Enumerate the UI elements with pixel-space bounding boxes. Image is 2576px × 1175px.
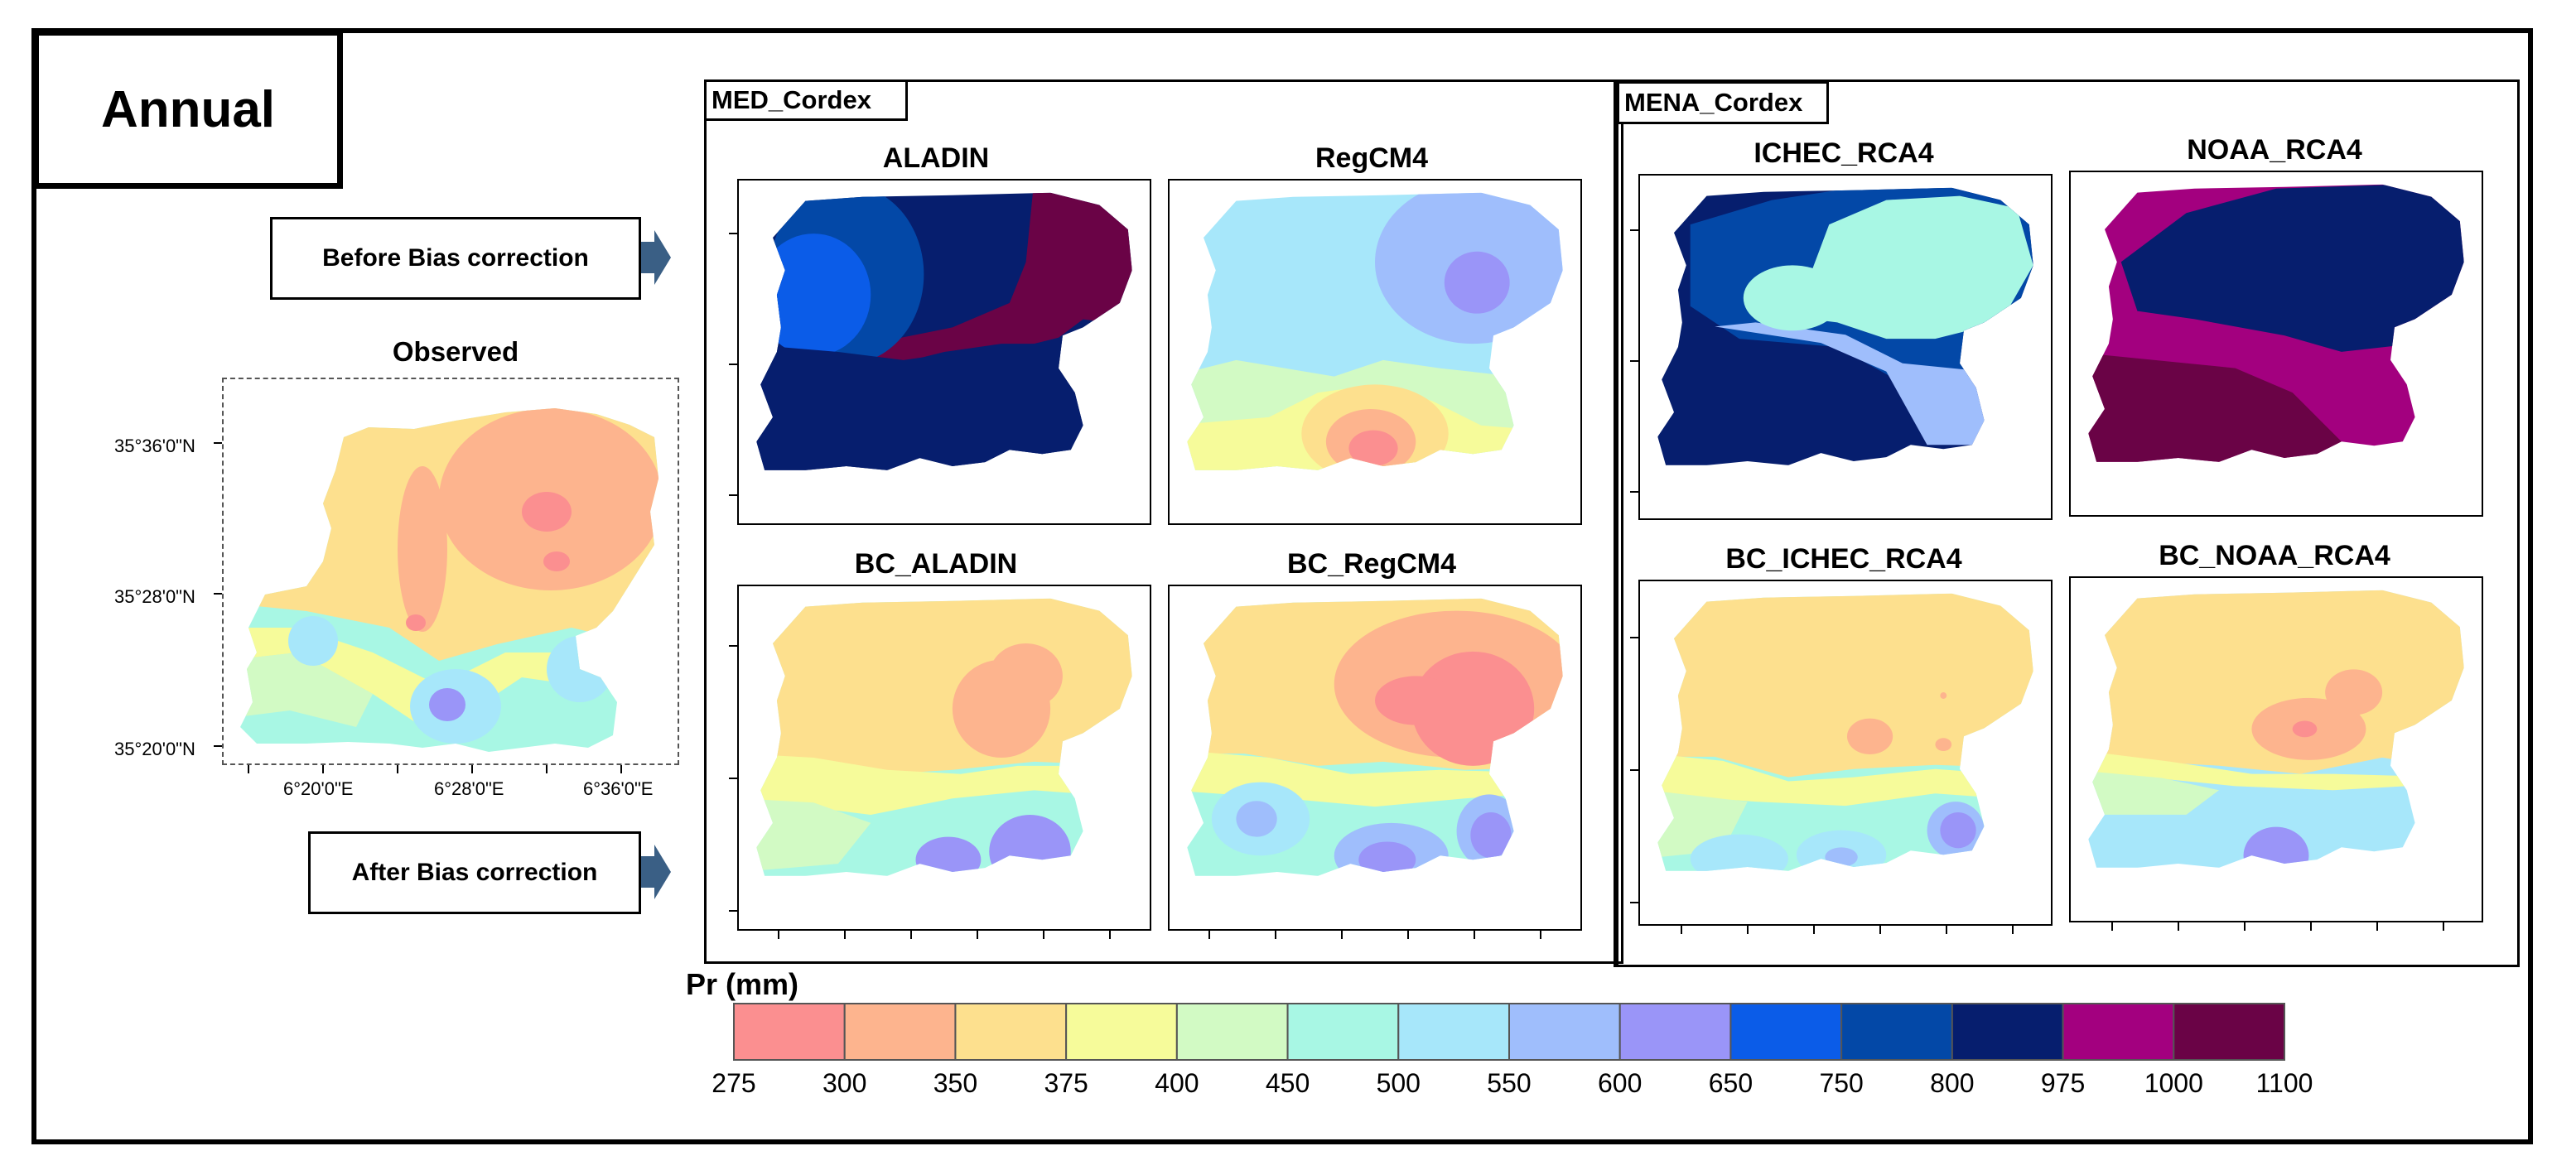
map-bc-regcm4 [1168, 585, 1582, 931]
panel-title-bc-aladin: BC_ALADIN [854, 548, 1018, 580]
legend-swatch [2062, 1003, 2175, 1061]
legend-swatch [843, 1003, 957, 1061]
observed-map-frame [222, 378, 679, 765]
legend-swatch [1729, 1003, 1843, 1061]
panel-title-bc-regcm4: BC_RegCM4 [1286, 548, 1457, 580]
legend-tick-label: 1000 [2144, 1068, 2203, 1098]
legend-swatch [2173, 1003, 2286, 1061]
legend-swatch [1508, 1003, 1621, 1061]
map-regcm4 [1168, 179, 1582, 525]
observed-lon-label-1: 6°20'0"E [283, 778, 354, 799]
panel-title-noaa: NOAA_RCA4 [2187, 134, 2362, 166]
panel-title-regcm4: RegCM4 [1315, 142, 1429, 174]
map-bc-noaa [2069, 576, 2483, 922]
legend-tick-label: 300 [822, 1068, 867, 1098]
legend-tick-label: 600 [1598, 1068, 1643, 1098]
legend-tick-label: 450 [1265, 1068, 1310, 1098]
legend-tick-label: 650 [1708, 1068, 1754, 1098]
figure-frame [31, 28, 2533, 1144]
legend-tick-label: 800 [1930, 1068, 1975, 1098]
legend-colorbar [733, 1003, 2286, 1061]
legend-tick-label: 350 [933, 1068, 978, 1098]
observed-lat-label-1: 35°36'0"N [114, 436, 195, 456]
med-cordex-label: MED_Cordex [704, 79, 908, 121]
legend-swatch [954, 1003, 1068, 1061]
legend-swatch [1065, 1003, 1178, 1061]
map-aladin [737, 179, 1151, 525]
annual-title: Annual [100, 80, 276, 138]
map-ichec [1638, 174, 2053, 520]
after-arrow-icon [641, 845, 671, 899]
legend-swatch [1840, 1003, 1953, 1061]
legend-tick-label: 1100 [2255, 1068, 2313, 1098]
legend-swatch [733, 1003, 846, 1061]
legend-tick-label: 500 [1376, 1068, 1421, 1098]
legend-tick-label: 400 [1155, 1068, 1199, 1098]
legend-swatch [1397, 1003, 1510, 1061]
legend-ticks: 275 300 350 375 400 450 500 550 600 650 750 800 975 1… [0, 1068, 2576, 1105]
legend-tick-label: 750 [1819, 1068, 1864, 1098]
legend-swatch [1175, 1003, 1289, 1061]
panel-title-bc-noaa: BC_NOAA_RCA4 [2159, 540, 2390, 571]
legend-title: Pr (mm) [686, 967, 799, 1001]
after-bias-callout: After Bias correction [308, 831, 641, 914]
mena-cordex-frame [1614, 79, 2520, 967]
observed-lat-label-3: 35°20'0"N [114, 739, 195, 759]
panel-title-bc-ichec: BC_ICHEC_RCA4 [1725, 543, 1962, 575]
observed-map [240, 408, 658, 752]
legend-tick-label: 375 [1044, 1068, 1088, 1098]
legend-tick-label: 550 [1487, 1068, 1532, 1098]
map-bc-aladin [737, 585, 1151, 931]
observed-title: Observed [392, 336, 519, 367]
map-noaa [2069, 171, 2483, 517]
panel-title-aladin: ALADIN [882, 142, 990, 174]
med-cordex-frame [704, 79, 1623, 964]
before-arrow-icon [641, 230, 671, 285]
legend-swatch [1951, 1003, 2064, 1061]
mena-cordex-label: MENA_Cordex [1617, 81, 1829, 124]
observed-lon-label-3: 6°36'0"E [583, 778, 654, 799]
legend-tick-label: 975 [2040, 1068, 2086, 1098]
legend-swatch [1286, 1003, 1400, 1061]
panel-title-ichec: ICHEC_RCA4 [1754, 137, 1934, 169]
map-bc-ichec [1638, 580, 2053, 926]
before-bias-callout: Before Bias correction [270, 217, 641, 300]
legend-tick-label: 275 [712, 1068, 756, 1098]
observed-lat-label-2: 35°28'0"N [114, 586, 195, 607]
legend-swatch [1618, 1003, 1732, 1061]
observed-lon-label-2: 6°28'0"E [434, 778, 504, 799]
annual-label-box: Annual [33, 30, 343, 189]
